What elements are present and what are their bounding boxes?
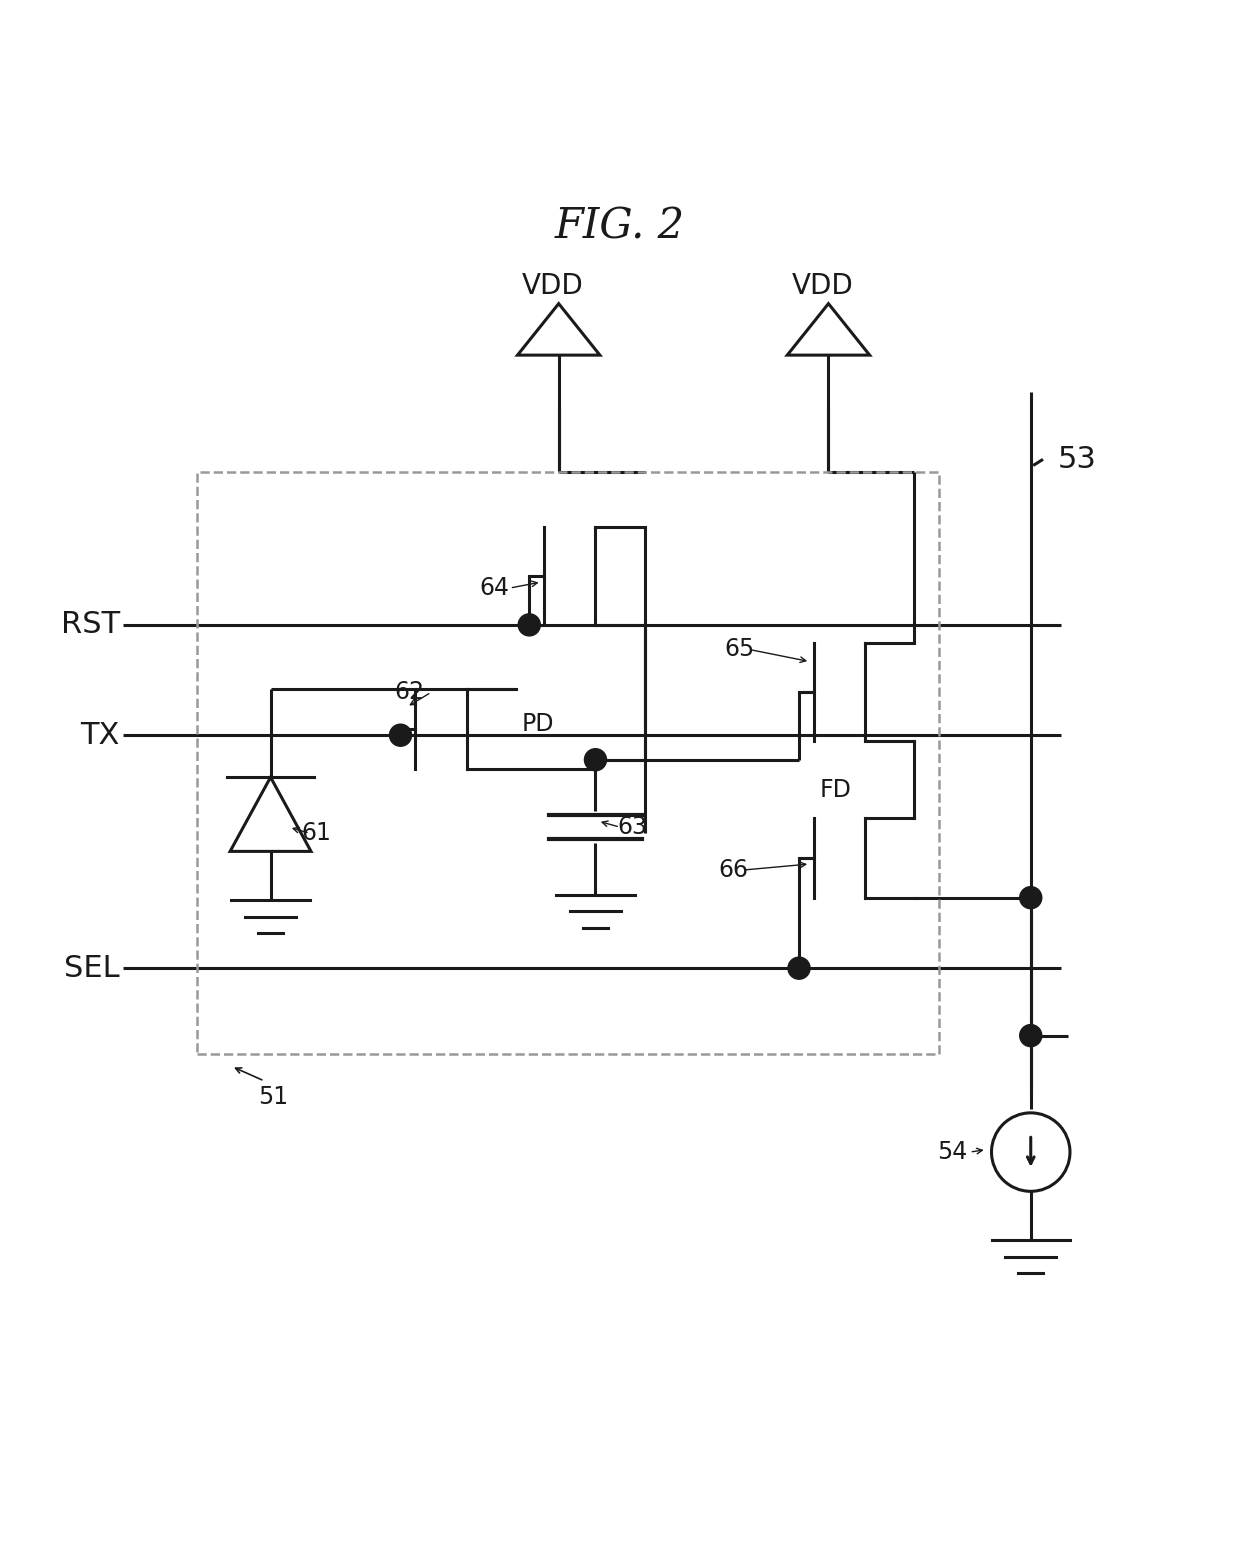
Text: FIG. 2: FIG. 2 xyxy=(556,205,684,247)
Text: PD: PD xyxy=(522,712,554,735)
Text: VDD: VDD xyxy=(522,272,584,300)
Text: 64: 64 xyxy=(479,576,508,601)
Text: 51: 51 xyxy=(258,1084,289,1109)
Text: RST: RST xyxy=(61,610,120,639)
Circle shape xyxy=(1019,886,1042,909)
Text: 53: 53 xyxy=(1058,445,1096,474)
Text: FD: FD xyxy=(820,778,852,803)
Text: TX: TX xyxy=(81,721,120,750)
Text: 63: 63 xyxy=(618,815,647,840)
Text: 66: 66 xyxy=(718,858,748,882)
Text: SEL: SEL xyxy=(64,954,120,982)
Text: 65: 65 xyxy=(724,638,754,661)
Text: 54: 54 xyxy=(936,1139,967,1164)
Bar xyxy=(197,471,939,1055)
Text: 62: 62 xyxy=(394,681,424,704)
Text: VDD: VDD xyxy=(791,272,853,300)
Circle shape xyxy=(1019,1025,1042,1047)
Circle shape xyxy=(518,615,541,636)
Circle shape xyxy=(389,724,412,746)
Circle shape xyxy=(584,749,606,770)
Text: 61: 61 xyxy=(301,821,331,845)
Circle shape xyxy=(787,957,810,979)
